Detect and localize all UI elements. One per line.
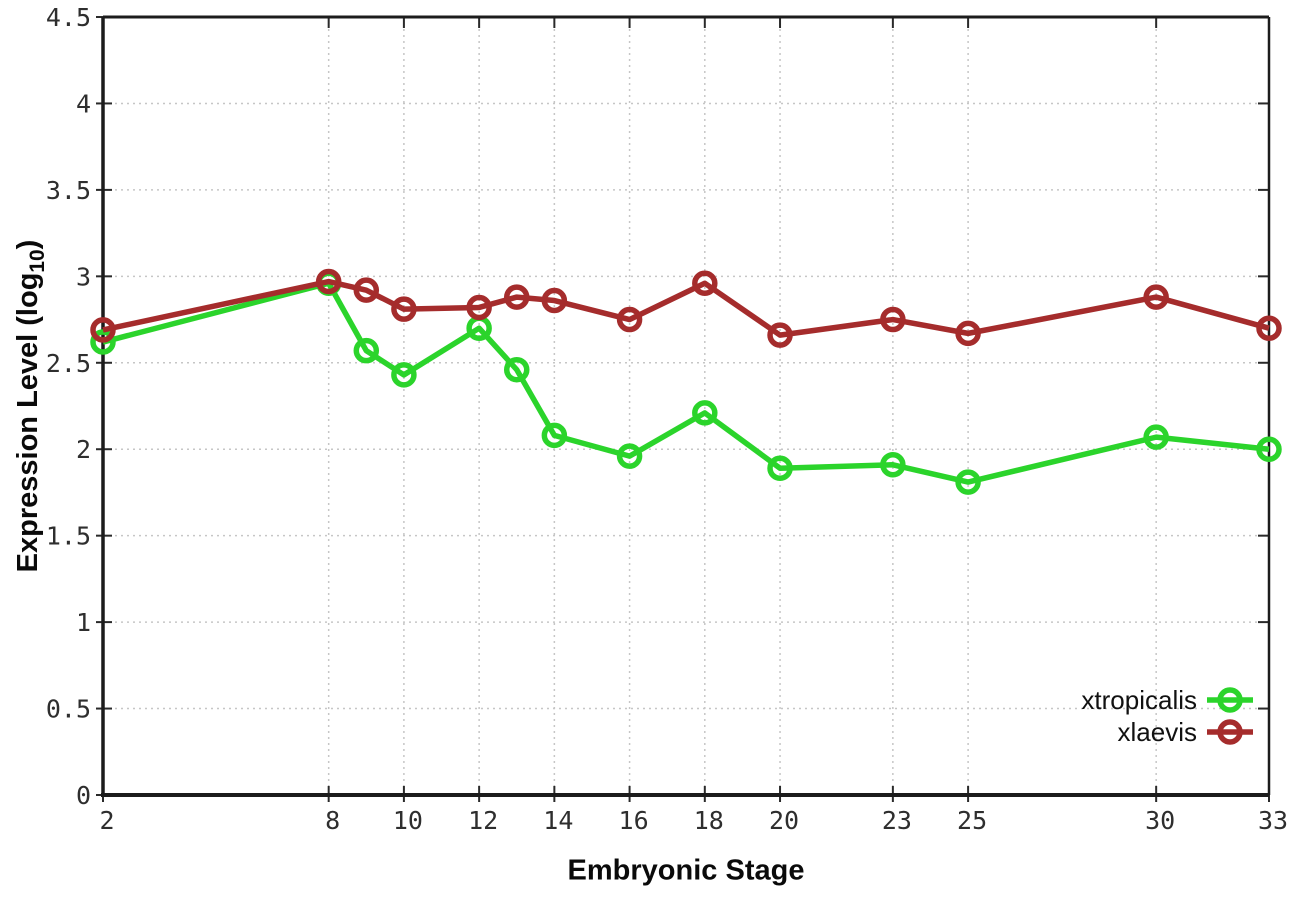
y-axis-title: Expression Level (log10) [12, 240, 50, 573]
series-xlaevis [90, 268, 1282, 348]
line-circle-marker-icon [1207, 687, 1253, 713]
svg-text:14: 14 [543, 806, 573, 835]
svg-text:0: 0 [76, 781, 91, 810]
legend-label-xlaevis: xlaevis [1117, 717, 1197, 747]
svg-text:16: 16 [619, 806, 649, 835]
legend-item-xtropicalis: xtropicalis [1081, 685, 1253, 715]
svg-text:2: 2 [76, 435, 91, 464]
svg-text:23: 23 [882, 806, 912, 835]
y-axis-title-suffix: ) [12, 239, 45, 250]
svg-text:33: 33 [1258, 806, 1288, 835]
svg-text:3: 3 [76, 262, 91, 291]
svg-text:1.5: 1.5 [46, 522, 91, 551]
svg-text:8: 8 [325, 806, 340, 835]
line-circle-marker-icon [1207, 719, 1253, 745]
y-axis-title-subscript: 10 [25, 249, 49, 273]
svg-text:20: 20 [769, 806, 799, 835]
legend-item-xlaevis: xlaevis [1118, 717, 1253, 747]
svg-text:4: 4 [76, 89, 91, 118]
svg-text:1: 1 [76, 608, 91, 637]
svg-text:4.5: 4.5 [46, 3, 91, 32]
svg-text:18: 18 [694, 806, 724, 835]
svg-text:0.5: 0.5 [46, 695, 91, 724]
svg-text:2.5: 2.5 [46, 349, 91, 378]
y-axis-title-text: Expression Level (log [12, 272, 45, 573]
svg-text:30: 30 [1145, 806, 1175, 835]
svg-text:2: 2 [99, 806, 114, 835]
svg-text:3.5: 3.5 [46, 176, 91, 205]
svg-text:12: 12 [468, 806, 498, 835]
x-axis-title: Embryonic Stage [567, 854, 805, 887]
legend: xtropicalis xlaevis [1081, 685, 1253, 747]
svg-text:10: 10 [393, 806, 423, 835]
svg-text:25: 25 [957, 806, 987, 835]
legend-label-xtropicalis: xtropicalis [1081, 685, 1197, 715]
